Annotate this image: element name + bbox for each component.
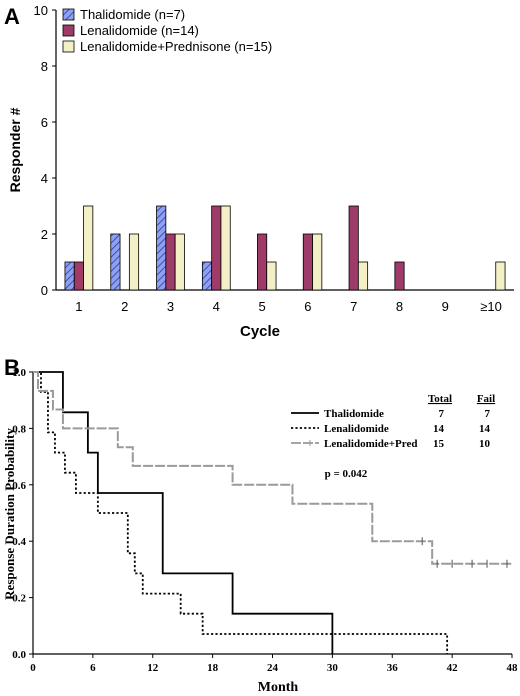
panel-a-y-tick-label: 6: [41, 115, 48, 130]
panel-a-bar: [220, 205, 231, 291]
panel-a-legend-swatch: [62, 40, 75, 53]
panel-a-bar: [201, 261, 213, 291]
panel-b-y-tick-label: 0.2: [12, 593, 26, 605]
p-value-label: p = 0.042: [325, 468, 368, 480]
panel-a-y-tick-label: 2: [41, 227, 48, 242]
panel-a-x-tick-label: ≥10: [480, 299, 502, 314]
panel-a-label: A: [4, 4, 20, 29]
panel-a-bar: [357, 261, 369, 291]
panel-a-bar: [165, 233, 176, 291]
panel-b-curve-lenalidomide-pred: [33, 371, 512, 565]
panel-a-bar: [83, 205, 94, 291]
panel-a-bar: [495, 261, 506, 291]
panel-a-x-tick-label: 6: [304, 299, 311, 314]
panel-b-survival-chart: Month Response Duration Probability p = …: [2, 367, 518, 695]
panel-a-bar: [156, 205, 167, 291]
panel-a-x-tick-label: 2: [121, 299, 128, 314]
panel-b-legend-label: Lenalidomide: [324, 423, 389, 435]
panel-a-y-axis-title: Responder #: [7, 107, 23, 192]
panel-a-x-tick-label: 3: [167, 299, 174, 314]
panel-b-x-tick-label: 36: [387, 662, 399, 674]
panel-a-legend-label: Lenalidomide+Prednisone (n=15): [80, 39, 272, 54]
panel-a-bar: [266, 261, 277, 291]
panel-b-x-tick-label: 0: [30, 662, 36, 674]
panel-a-legend-label: Lenalidomide (n=14): [80, 23, 199, 38]
panel-a-y-tick-label: 8: [41, 59, 48, 74]
panel-b-x-tick-label: 42: [447, 662, 459, 674]
panel-b-legend-fail: 14: [479, 423, 491, 435]
panel-a-legend-label: Thalidomide (n=7): [80, 7, 185, 22]
panel-a-legend-swatch: [62, 24, 75, 37]
panel-b-y-tick-label: 0.8: [12, 423, 26, 435]
panel-a-y-tick-label: 4: [41, 171, 48, 186]
panel-b-x-tick-label: 30: [327, 662, 339, 674]
panel-a-bar: [257, 233, 268, 291]
panel-a-legend-swatch: [62, 8, 75, 21]
panel-b-legend-fail: 10: [479, 438, 491, 450]
panel-b-legend-header-total: Total: [428, 393, 452, 405]
panel-b-legend-total: 15: [433, 438, 445, 450]
panel-a-bar: [64, 261, 75, 291]
panel-a-y-tick-label: 0: [41, 283, 48, 298]
panel-b-y-tick-label: 0.6: [12, 480, 26, 492]
panel-a-x-tick-label: 7: [350, 299, 357, 314]
panel-b-y-tick-label: 0.0: [12, 649, 26, 661]
panel-a-bar: [211, 205, 222, 291]
panel-b-legend-label: Lenalidomide+Pred: [324, 438, 417, 450]
panel-b-x-tick-label: 12: [147, 662, 159, 674]
panel-a-bar: [394, 261, 405, 291]
panel-a-x-tick-label: 5: [258, 299, 265, 314]
panel-b-curve-lenalidomide: [33, 371, 449, 654]
panel-a-bar: [174, 233, 185, 291]
panel-a-bar: [312, 233, 323, 291]
panel-a-x-tick-label: 4: [213, 299, 220, 314]
panel-a-bar: [128, 233, 140, 291]
panel-b-x-tick-label: 48: [507, 662, 519, 674]
panel-b-legend-total: 7: [439, 408, 445, 420]
panel-b-y-tick-label: 1.0: [12, 367, 26, 379]
panel-b-curve-thalidomide: [33, 371, 334, 654]
panel-b-legend-total: 14: [433, 423, 445, 435]
panel-a-x-tick-label: 9: [442, 299, 449, 314]
panel-a-bar: [110, 233, 121, 291]
panel-a-bar: [348, 205, 359, 291]
panel-b-x-axis-title: Month: [258, 680, 299, 695]
panel-b-y-tick-label: 0.4: [12, 536, 26, 548]
panel-b-y-axis-title: Response Duration Probability: [2, 428, 17, 600]
panel-b-label: B: [4, 355, 20, 380]
panel-a-y-tick-label: 10: [34, 3, 48, 18]
panel-b-legend-fail: 7: [485, 408, 491, 420]
panel-a-x-axis-title: Cycle: [240, 323, 280, 340]
panel-b-x-tick-label: 18: [207, 662, 219, 674]
panel-a-x-tick-label: 1: [75, 299, 82, 314]
panel-a-bar: [302, 233, 313, 291]
panel-b-legend-label: Thalidomide: [324, 408, 384, 420]
panel-a-bar: [73, 261, 84, 291]
panel-a-x-tick-label: 8: [396, 299, 403, 314]
panel-b-x-tick-label: 6: [90, 662, 96, 674]
panel-b-legend-header-fail: Fail: [477, 393, 495, 405]
panel-b-x-tick-label: 24: [267, 662, 279, 674]
